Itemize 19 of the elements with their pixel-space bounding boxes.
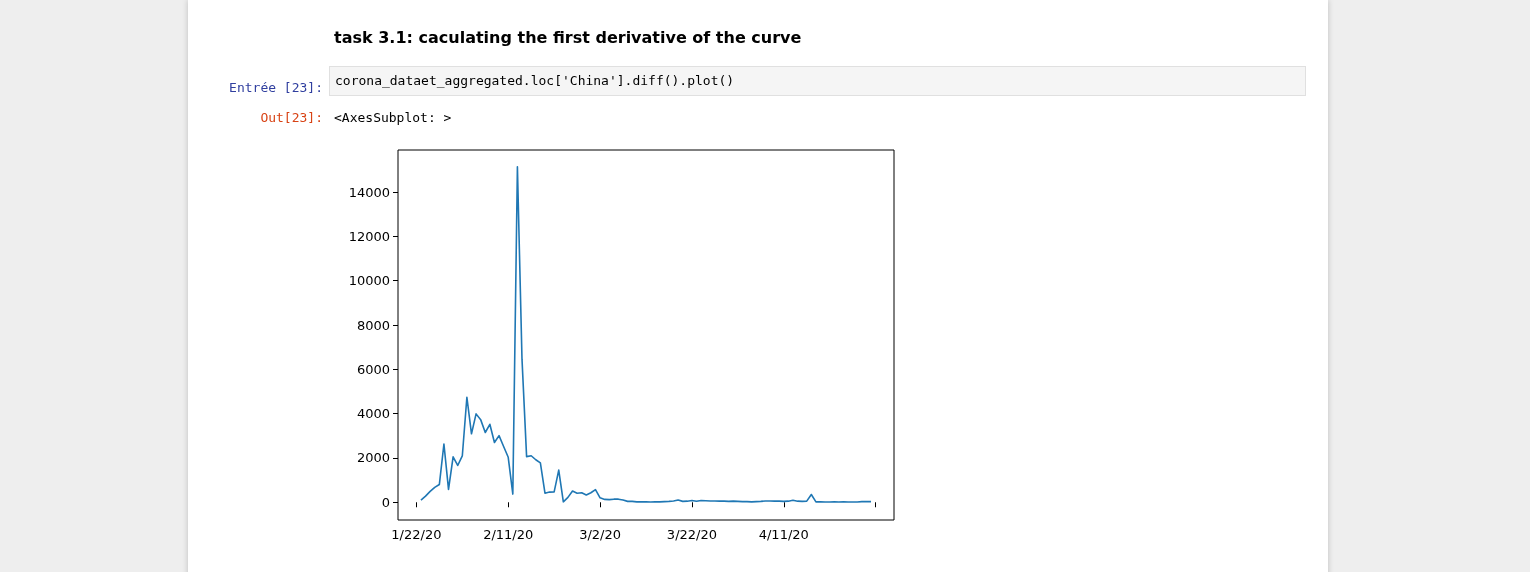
x-tick-label: 1/22/20 xyxy=(391,527,442,542)
y-tick-label: 6000 xyxy=(356,361,390,377)
y-tick-label: 14000 xyxy=(348,184,390,200)
y-tick-label: 12000 xyxy=(348,228,390,244)
y-tick-label: 4000 xyxy=(356,406,390,422)
y-tick-label: 0 xyxy=(381,494,390,510)
text: Out[23]: xyxy=(259,110,323,125)
line-series xyxy=(420,166,872,503)
y-tick-label: 2000 xyxy=(356,450,390,466)
chart-title: task 3.1: caculating the first derivative of the curve xyxy=(334,28,802,47)
x-tick-label: 3/2/20 xyxy=(579,527,621,542)
x-tick-label: 2/11/20 xyxy=(483,527,534,542)
text: corona_dataet_aggregated.loc['China'].diff().plot() xyxy=(329,66,1306,96)
x-tick-label: 3/22/20 xyxy=(666,527,717,542)
text: <AxesSubplot: > xyxy=(334,110,452,125)
x-tick-label: 4/11/20 xyxy=(758,527,809,542)
y-tick-label: 8000 xyxy=(356,317,390,333)
y-tick-label: 10000 xyxy=(348,273,390,289)
text: Entrée [23]: xyxy=(228,80,323,95)
